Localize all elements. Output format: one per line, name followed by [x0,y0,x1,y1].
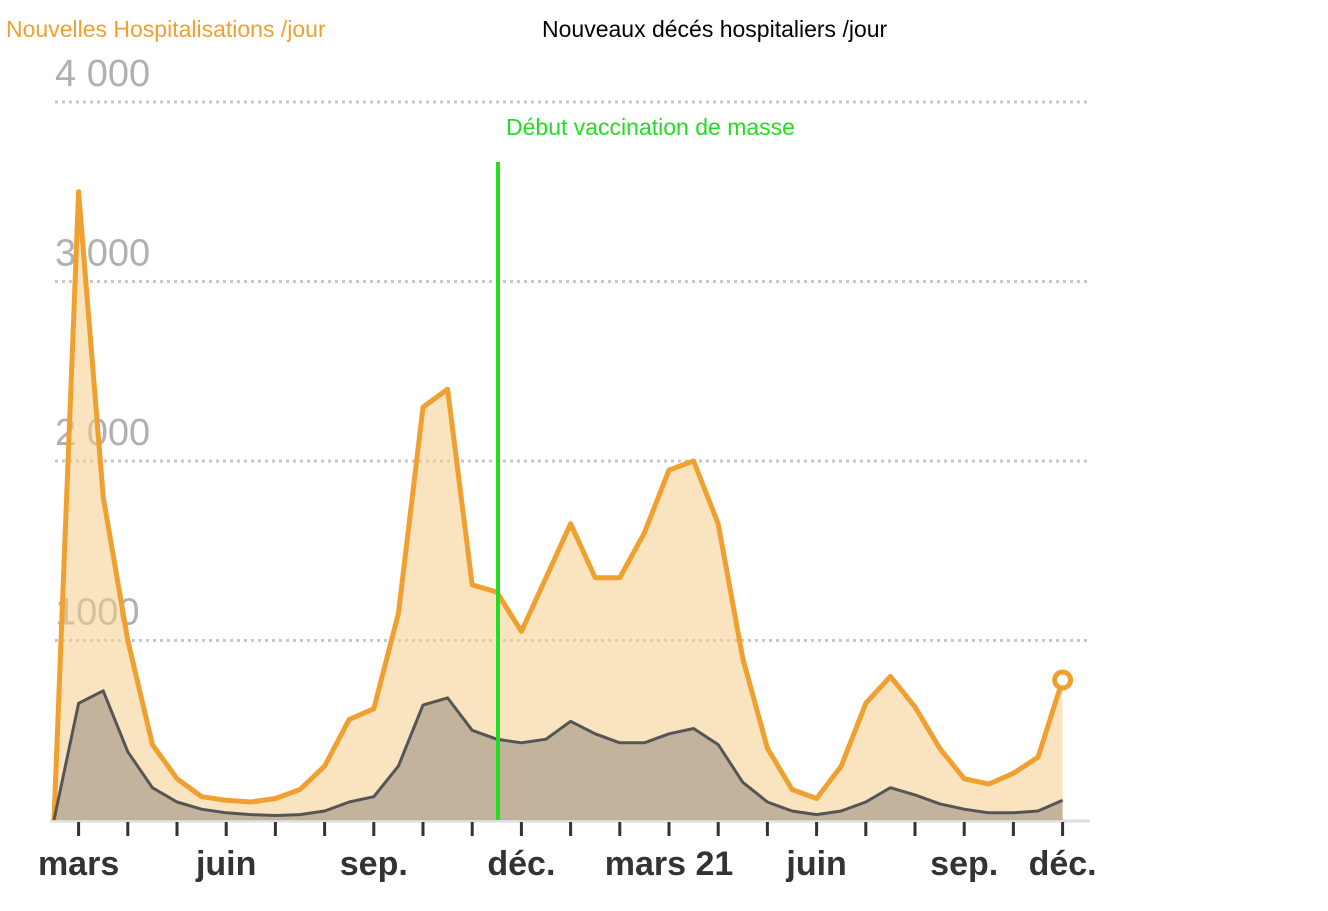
x-tick-label: déc. [487,845,555,883]
y-tick-label: 3 000 [55,233,150,275]
y-tick-label: 4 000 [55,53,150,95]
end-marker [1052,669,1074,691]
x-tick-label: mars [38,845,119,883]
x-tick-label: sep. [340,845,408,883]
x-tick-label: mars 21 [605,845,734,883]
series-title: Nouvelles Hospitalisations /jour [6,16,326,42]
x-tick-label: juin [195,845,256,883]
x-tick-label: sep. [930,845,998,883]
line [52,689,1064,821]
area [54,191,1063,821]
area [54,690,1063,820]
line [51,189,1065,821]
annotation: Début vaccination de masse [506,114,795,140]
x-tick-label: juin [785,845,846,883]
x-tick-label: déc. [1029,845,1097,883]
series-title: Nouveaux décés hospitaliers /jour [542,16,888,42]
